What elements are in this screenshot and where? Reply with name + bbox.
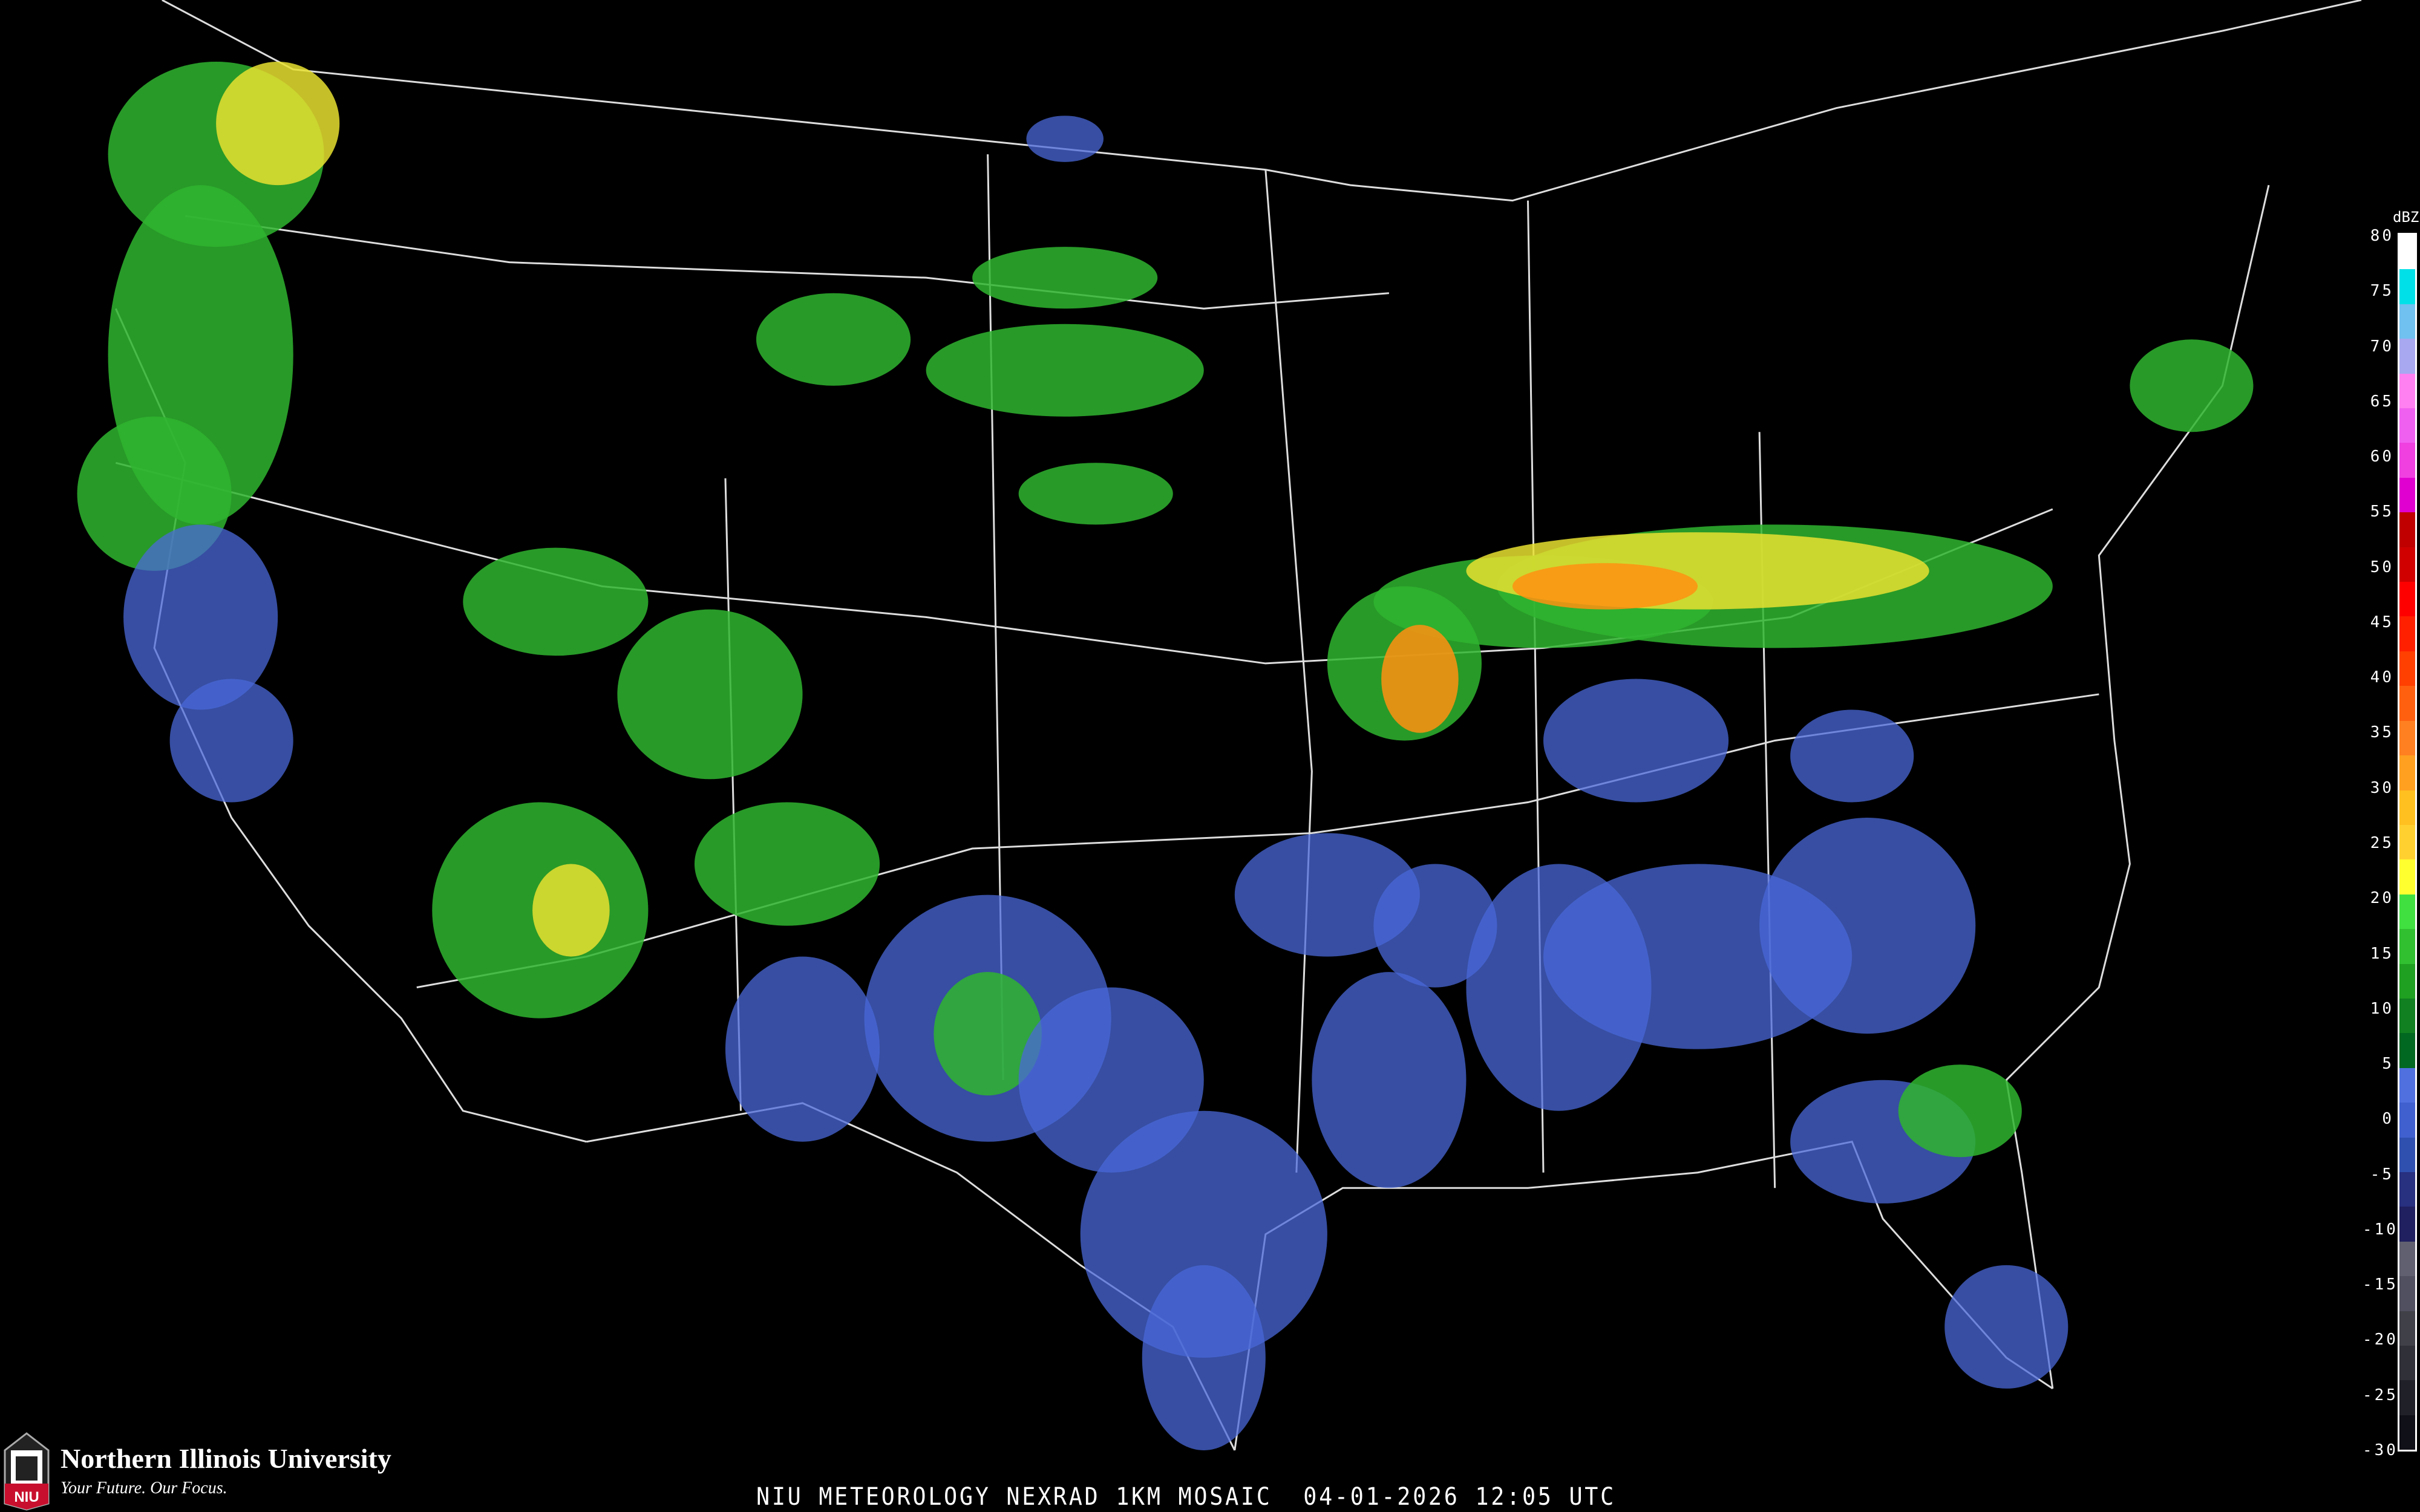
reflectivity-colorbar [2398, 233, 2417, 1452]
colorbar-segment [2399, 1241, 2415, 1277]
radar-echo-light [617, 609, 803, 780]
radar-echo-weak [1373, 864, 1497, 988]
colorbar-segment [2399, 339, 2415, 374]
radar-echo-weak [1026, 116, 1104, 162]
colorbar-segment [2399, 1067, 2415, 1103]
colorbar-segment [2399, 894, 2415, 930]
colorbar-label: 65 [2370, 392, 2394, 411]
colorbar-segment [2399, 1380, 2415, 1415]
radar-echo-weak [1944, 1265, 2068, 1389]
radar-echo-weak [1142, 1265, 1266, 1450]
border-line [1264, 169, 1313, 1173]
colorbar-label: 55 [2370, 503, 2394, 521]
logo-text: NIU [14, 1489, 39, 1505]
colorbar-segment [2399, 998, 2415, 1034]
radar-echo-light [972, 247, 1158, 309]
radar-echo-weak [1543, 679, 1729, 803]
radar-echo-heavy [1381, 625, 1459, 733]
colorbar-segment [2399, 1207, 2415, 1242]
colorbar-segment [2399, 963, 2415, 999]
radar-echo-light [2130, 339, 2254, 432]
colorbar-label: -15 [2363, 1276, 2398, 1294]
colorbar-label: 45 [2370, 613, 2394, 631]
colorbar-label: 75 [2370, 282, 2394, 301]
colorbar-label: 25 [2370, 834, 2394, 852]
colorbar-segment [2399, 269, 2415, 304]
colorbar-label: 40 [2370, 668, 2394, 687]
colorbar-label: 30 [2370, 778, 2394, 797]
colorbar-segment [2399, 373, 2415, 409]
radar-echo-light [756, 293, 911, 386]
colorbar-unit: dBZ [2393, 209, 2419, 226]
niu-logo: NIU [4, 1432, 50, 1511]
radar-echo-weak [169, 679, 293, 803]
colorbar-segment [2399, 304, 2415, 339]
colorbar-label: -10 [2363, 1220, 2398, 1239]
colorbar-segment [2399, 859, 2415, 894]
colorbar-segment [2399, 443, 2415, 478]
radar-echo-weak [1080, 1110, 1327, 1358]
colorbar-segment [2399, 408, 2415, 443]
university-tagline: Your Future. Our Focus. [60, 1479, 227, 1497]
colorbar-label: -30 [2363, 1441, 2398, 1459]
radar-echo-light [1018, 463, 1173, 525]
colorbar-segment [2399, 512, 2415, 547]
colorbar-segment [2399, 790, 2415, 825]
colorbar-segment [2399, 1171, 2415, 1207]
colorbar-segment [2399, 651, 2415, 686]
colorbar-label: 0 [2382, 1110, 2394, 1129]
radar-echo-weak [1790, 709, 1914, 803]
radar-echo-light [934, 972, 1042, 1096]
colorbar-segment [2399, 686, 2415, 721]
radar-echo-weak [1759, 818, 1976, 1034]
colorbar-segment [2399, 235, 2415, 270]
colorbar-segment [2399, 582, 2415, 617]
colorbar-label: 15 [2370, 944, 2394, 963]
colorbar-segment [2399, 720, 2415, 756]
colorbar-label: -5 [2370, 1165, 2394, 1184]
colorbar-label: 50 [2370, 558, 2394, 576]
colorbar-segment [2399, 477, 2415, 513]
radar-echo-light [926, 324, 1204, 417]
colorbar-label: 70 [2370, 337, 2394, 356]
colorbar-segment [2399, 1346, 2415, 1381]
radar-echo-moderate [532, 864, 610, 957]
radar-echo-heavy [1512, 563, 1698, 610]
colorbar-segment [2399, 616, 2415, 651]
colorbar-label: 80 [2370, 227, 2394, 245]
colorbar-label: -20 [2363, 1331, 2398, 1349]
colorbar-segment [2399, 547, 2415, 582]
radar-echo-weak [1234, 833, 1420, 957]
colorbar-segment [2399, 1103, 2415, 1138]
radar-echo-weak [123, 524, 278, 710]
colorbar-segment [2399, 755, 2415, 790]
colorbar-label: 20 [2370, 889, 2394, 908]
colorbar-segment [2399, 1311, 2415, 1346]
colorbar-label: -25 [2363, 1386, 2398, 1404]
radar-echo-light [1898, 1064, 2022, 1158]
border-line [2005, 184, 2270, 1389]
colorbar-segment [2399, 1415, 2415, 1450]
colorbar-segment [2399, 824, 2415, 860]
colorbar-label: 35 [2370, 723, 2394, 742]
colorbar-segment [2399, 1137, 2415, 1172]
colorbar-label: 5 [2382, 1055, 2394, 1074]
colorbar-label: 60 [2370, 448, 2394, 466]
radar-echo-light [463, 547, 649, 656]
map-title: NIU METEOROLOGY NEXRAD 1KM MOSAIC 04-01-… [756, 1483, 1616, 1511]
radar-echo-weak [725, 956, 880, 1142]
border-line [185, 215, 1390, 310]
border-line [162, 0, 2362, 202]
radar-echo-light [694, 802, 880, 926]
university-name: Northern Illinois University [60, 1443, 391, 1474]
radar-echo-moderate [216, 62, 340, 186]
colorbar-segment [2399, 929, 2415, 964]
colorbar-segment [2399, 1276, 2415, 1311]
colorbar-label: 10 [2370, 999, 2394, 1018]
radar-echo-weak [1312, 972, 1467, 1188]
colorbar-segment [2399, 1033, 2415, 1068]
